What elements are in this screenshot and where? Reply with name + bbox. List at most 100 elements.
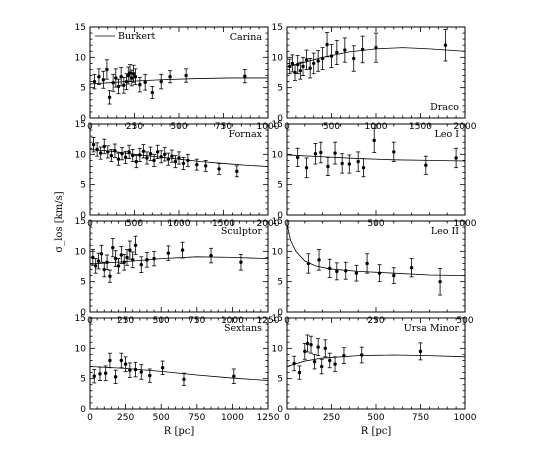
- legend: Burkert: [95, 31, 156, 42]
- y-tick-label-fornax: 10: [75, 150, 87, 160]
- data-point-sculptor: [180, 248, 185, 252]
- y-tick-label-sculptor: 10: [75, 247, 87, 257]
- data-point-leo-ii: [377, 271, 382, 275]
- y-axis-label: σ_los [km/s]: [54, 191, 65, 252]
- data-point-sculptor: [93, 264, 98, 268]
- x-tick-label-sextans: 750: [188, 413, 205, 423]
- data-point-ursa-minor: [305, 341, 310, 346]
- x-tick-label-ursa-minor: 0: [284, 413, 290, 423]
- y-tick-label-draco: 0: [277, 114, 283, 124]
- data-point-sculptor: [152, 256, 156, 261]
- y-tick-label-sculptor: 15: [75, 217, 86, 227]
- panel-label-sculptor: Sculptor: [221, 226, 263, 237]
- data-point-sextans: [160, 366, 165, 370]
- x-tick-label-fornax: 500: [126, 219, 143, 229]
- data-point-ursa-minor: [316, 345, 320, 349]
- data-point-fornax: [170, 154, 174, 158]
- data-point-sextans: [108, 358, 112, 363]
- panel-leo-i: 05101505001000Leo I: [272, 120, 477, 229]
- x-tick-label-ursa-minor: 500: [367, 413, 384, 423]
- y-tick-label-ursa-minor: 15: [272, 314, 283, 324]
- data-point-leo-i: [304, 165, 309, 170]
- data-point-ursa-minor: [360, 353, 364, 357]
- y-tick-label-carina: 0: [80, 114, 86, 124]
- y-tick-label-draco: 5: [277, 84, 283, 94]
- data-point-fornax: [217, 167, 221, 171]
- data-point-leo-i: [295, 155, 300, 160]
- y-tick-label-leo-ii: 0: [277, 308, 283, 318]
- data-point-ursa-minor: [312, 359, 317, 364]
- y-tick-label-carina: 15: [75, 23, 86, 33]
- data-point-carina: [138, 82, 142, 87]
- data-point-fornax: [145, 156, 149, 160]
- data-point-ursa-minor: [303, 349, 307, 354]
- burkert-model-curve-sculptor: [89, 256, 269, 265]
- y-tick-label-draco: 10: [272, 53, 284, 63]
- data-point-carina: [128, 71, 132, 75]
- data-point-carina: [101, 78, 106, 82]
- data-point-carina: [92, 79, 97, 84]
- y-tick-label-ursa-minor: 0: [277, 405, 283, 415]
- panel-frame-sextans: [89, 317, 269, 410]
- panel-carina: 05101502505007501000CarinaBurkert: [75, 23, 280, 132]
- x-tick-label-ursa-minor: 1000: [454, 413, 477, 423]
- data-point-fornax: [95, 147, 99, 152]
- x-tick-label-sextans: 250: [117, 413, 134, 423]
- data-point-leo-i: [319, 150, 323, 155]
- data-point-carina: [119, 75, 123, 79]
- data-point-sculptor: [108, 274, 112, 278]
- data-point-sculptor: [122, 260, 126, 264]
- data-point-carina: [143, 80, 147, 84]
- x-tick-label-draco: 500: [323, 122, 340, 132]
- data-point-sculptor: [145, 258, 149, 262]
- y-tick-label-fornax: 15: [75, 120, 86, 130]
- data-point-sextans: [148, 373, 152, 378]
- data-point-leo-ii: [438, 279, 442, 284]
- data-point-fornax: [159, 155, 163, 159]
- x-tick-label-sextans: 500: [153, 413, 170, 423]
- data-point-ursa-minor: [323, 346, 327, 351]
- data-point-carina: [150, 90, 154, 95]
- data-point-sculptor: [128, 248, 132, 252]
- panel-frame-sculptor: [89, 220, 269, 313]
- data-point-sculptor: [209, 253, 213, 258]
- data-point-draco: [343, 48, 347, 52]
- x-tick-label-sextans: 1000: [221, 413, 244, 423]
- data-point-carina: [124, 79, 129, 84]
- data-point-carina: [116, 84, 121, 89]
- panel-label-ursa-minor: Ursa Minor: [404, 323, 460, 334]
- data-point-sculptor: [131, 258, 135, 262]
- data-point-sculptor: [111, 245, 115, 250]
- data-point-carina: [133, 75, 138, 79]
- data-point-leo-ii: [317, 258, 321, 262]
- x-axis-label-right: R [pc]: [361, 426, 392, 437]
- x-tick-label-ursa-minor: 750: [412, 413, 429, 423]
- burkert-model-curve-leo-i: [286, 154, 466, 162]
- data-point-sculptor: [239, 260, 243, 264]
- data-point-fornax: [181, 161, 186, 166]
- burkert-model-curve-sextans: [89, 366, 269, 381]
- data-point-sextans: [139, 370, 143, 374]
- panel-label-leo-ii: Leo II: [431, 226, 459, 237]
- data-point-ursa-minor: [297, 370, 302, 375]
- data-point-draco: [312, 61, 316, 66]
- y-tick-label-leo-ii: 15: [272, 217, 283, 227]
- data-point-draco: [320, 56, 325, 61]
- data-point-carina: [243, 74, 247, 78]
- data-point-carina: [105, 67, 109, 72]
- data-point-sculptor: [102, 267, 106, 272]
- data-point-leo-ii: [409, 266, 414, 270]
- data-point-sextans: [232, 374, 236, 378]
- panel-label-carina: Carina: [230, 32, 263, 43]
- data-point-ursa-minor: [292, 361, 296, 366]
- data-point-draco: [443, 43, 448, 47]
- panel-sextans: 0 5 10 15 0 250 500 750 1000 1250 Sextans: [75, 314, 280, 423]
- data-point-sculptor: [113, 256, 118, 261]
- data-point-sextans: [133, 367, 138, 372]
- data-point-carina: [168, 75, 172, 79]
- data-point-sculptor: [139, 262, 143, 267]
- x-tick-label-ursa-minor: 250: [323, 413, 340, 423]
- panels-group: 05101502505007501000CarinaBurkert0510150…: [75, 23, 477, 423]
- panel-fornax: 0510150500100015002000Fornax: [75, 120, 280, 229]
- x-tick-label-sextans: 1250: [257, 413, 280, 423]
